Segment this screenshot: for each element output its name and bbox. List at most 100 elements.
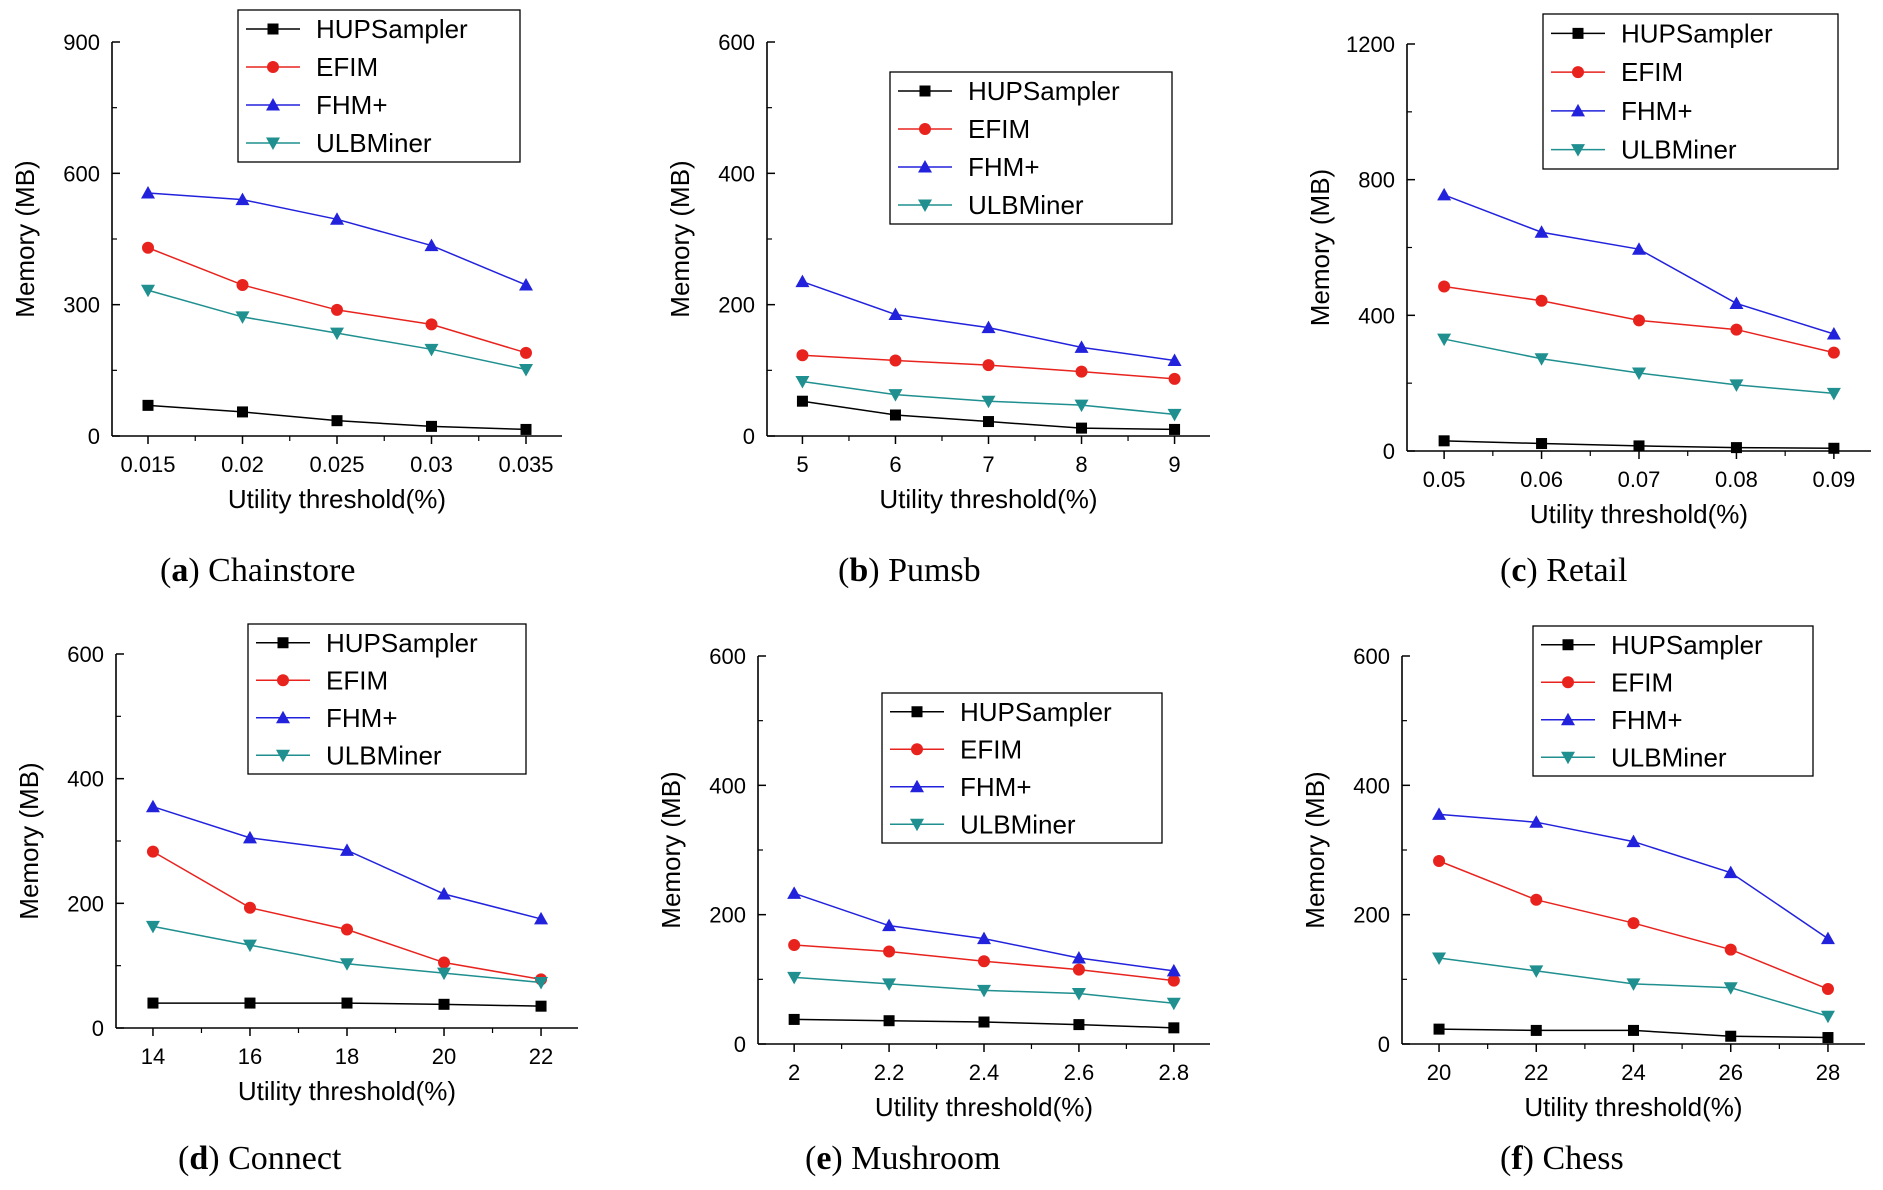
data-point — [438, 998, 450, 1010]
y-tick-label: 400 — [709, 773, 746, 798]
y-axis-label: Memory (MB) — [10, 160, 40, 317]
data-point — [1628, 1024, 1639, 1036]
data-point — [1729, 379, 1744, 392]
x-tick-label: 2.6 — [1064, 1060, 1095, 1085]
y-tick-label: 900 — [63, 30, 100, 55]
legend-marker — [1561, 712, 1575, 726]
y-tick-label: 200 — [718, 293, 755, 318]
x-tick-label: 26 — [1718, 1060, 1742, 1085]
caption-text: Retail — [1546, 552, 1628, 589]
x-tick-label: 6 — [889, 452, 901, 477]
data-point — [981, 320, 996, 334]
y-axis-label: Memory (MB) — [14, 762, 44, 919]
data-point — [1437, 187, 1452, 201]
data-point — [1723, 982, 1738, 995]
y-tick-label: 300 — [63, 293, 100, 318]
x-tick-label: 24 — [1621, 1060, 1645, 1085]
data-point — [331, 415, 343, 427]
legend-marker — [277, 674, 289, 687]
caption-text: Connect — [228, 1140, 342, 1177]
y-tick-label: 400 — [1358, 303, 1395, 328]
legend-marker — [276, 749, 290, 763]
x-axis-label: Utility threshold(%) — [1530, 499, 1748, 529]
legend-marker — [276, 710, 290, 724]
legend-label: FHM+ — [1611, 705, 1683, 735]
legend-label: HUPSampler — [1621, 18, 1773, 48]
legend-label: HUPSampler — [1611, 630, 1763, 660]
legend-label: HUPSampler — [968, 76, 1120, 106]
data-point — [242, 939, 257, 953]
data-point — [1723, 865, 1738, 879]
y-tick-label: 400 — [67, 767, 104, 792]
series-ulbminer — [787, 971, 1181, 1011]
legend-label: EFIM — [1621, 57, 1683, 87]
series-ulbminer — [795, 375, 1182, 422]
data-point — [1534, 353, 1549, 366]
caption-c: (c) Retail — [1500, 552, 1628, 589]
y-axis-label: Memory (MB) — [656, 771, 686, 928]
x-tick-label: 16 — [238, 1044, 262, 1069]
y-tick-label: 0 — [743, 424, 755, 449]
caption-text: Mushroom — [851, 1140, 1001, 1177]
data-point — [795, 375, 810, 389]
legend-marker — [267, 61, 279, 73]
data-point — [1729, 296, 1744, 309]
data-point — [1730, 323, 1743, 336]
data-point — [1432, 807, 1447, 820]
x-tick-label: 14 — [141, 1044, 165, 1069]
data-point — [1626, 978, 1641, 991]
data-point — [425, 318, 438, 331]
caption-text: Chess — [1542, 1140, 1624, 1177]
caption-letter: b — [849, 552, 869, 589]
data-point — [883, 1015, 895, 1027]
x-tick-label: 20 — [432, 1044, 456, 1069]
data-point — [882, 978, 897, 991]
series-hupsampler — [142, 399, 532, 435]
data-point — [424, 238, 439, 252]
data-point — [977, 931, 991, 945]
y-tick-label: 400 — [718, 161, 755, 186]
legend-label: FHM+ — [326, 703, 398, 733]
data-point — [141, 186, 155, 199]
data-point — [243, 901, 256, 914]
x-tick-label: 0.025 — [309, 452, 364, 477]
data-point — [424, 343, 439, 357]
legend: HUPSampler EFIM FHM+ ULBMiner — [247, 623, 527, 775]
legend-label: ULBMiner — [1611, 742, 1727, 772]
legend-marker — [1562, 639, 1574, 651]
data-point — [1627, 917, 1640, 930]
data-point — [520, 423, 532, 435]
data-point — [520, 346, 532, 359]
data-point — [1632, 367, 1646, 380]
data-point — [978, 955, 990, 968]
series-efim — [142, 241, 532, 359]
data-point — [1529, 965, 1544, 978]
legend-box — [889, 71, 1173, 225]
series-line — [147, 192, 527, 286]
series-efim — [146, 845, 548, 986]
data-point — [978, 1016, 990, 1028]
x-tick-label: 0.08 — [1715, 467, 1758, 492]
data-point — [983, 416, 994, 428]
data-point — [977, 984, 991, 998]
x-tick-label: 0.05 — [1423, 467, 1466, 492]
data-point — [142, 399, 154, 411]
data-point — [1166, 963, 1181, 977]
data-point — [145, 920, 160, 934]
caption-letter: d — [189, 1140, 209, 1177]
data-point — [1820, 1010, 1835, 1024]
data-point — [883, 945, 896, 958]
series-efim — [788, 939, 1180, 987]
data-point — [1167, 408, 1182, 422]
data-point — [340, 843, 354, 856]
data-point — [1072, 963, 1085, 976]
legend-label: EFIM — [316, 52, 378, 82]
caption-text: Pumsb — [888, 552, 981, 589]
y-tick-label: 0 — [88, 424, 100, 449]
series-hupsampler — [1438, 435, 1840, 454]
x-axis-label: Utility threshold(%) — [875, 1092, 1093, 1122]
legend: HUPSampler EFIM FHM+ ULBMiner — [881, 692, 1163, 844]
legend-label: FHM+ — [968, 152, 1040, 182]
y-axis-label: Memory (MB) — [1305, 169, 1335, 326]
data-point — [1437, 333, 1452, 347]
